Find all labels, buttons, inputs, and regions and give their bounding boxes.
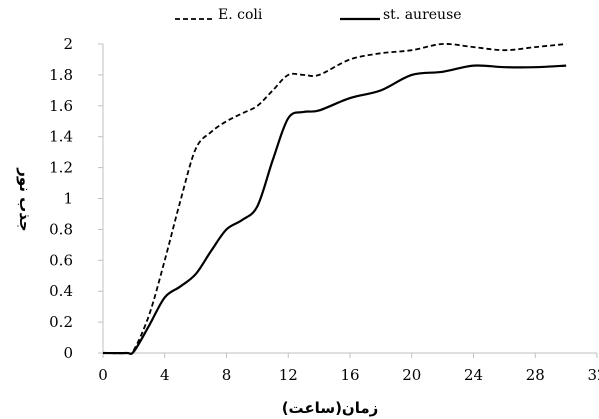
legend: E. coli st. aureuse [175,7,462,23]
y-tick-label: 0 [63,344,73,362]
y-axis-label: جذب نور [16,167,34,231]
x-tick-label: 32 [587,366,599,384]
y-tick-labels: 0 0.2 0.4 0.6 0.8 1 1.2 1.4 1.6 1.8 2 [49,35,73,362]
series-group [102,43,567,356]
y-tick-label: 1.6 [49,97,73,115]
y-tick-label: 1 [63,190,73,208]
y-tick-label: 0.4 [49,282,73,300]
y-tick-label: 2 [63,35,73,53]
x-tick-label: 24 [464,366,483,384]
series-line-1 [102,43,567,355]
y-tick-label: 1.4 [49,128,73,146]
legend-label-2: st. aureuse [383,7,462,23]
y-tick-label: 0.2 [49,313,73,331]
y-tick-label: 0.8 [49,220,73,238]
x-tick-label: 0 [98,366,108,384]
series-line-2 [102,64,567,356]
x-tick-label: 12 [279,366,298,384]
x-tick-label: 8 [222,366,232,384]
x-tick-label: 28 [526,366,545,384]
x-tick-label: 20 [402,366,421,384]
x-tick-label: 16 [340,366,359,384]
axes [98,43,598,358]
y-tick-label: 1.2 [49,159,73,177]
legend-label-1: E. coli [218,7,263,23]
x-tick-labels: 0 4 8 12 16 20 24 28 32 [98,366,599,384]
x-axis-label: زمان(ساعت) [282,399,379,417]
y-tick-label: 1.8 [49,66,73,84]
y-tick-label: 0.6 [49,251,73,269]
x-tick-label: 4 [160,366,170,384]
